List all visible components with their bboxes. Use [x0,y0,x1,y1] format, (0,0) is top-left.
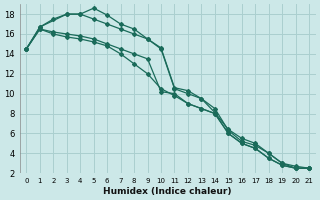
X-axis label: Humidex (Indice chaleur): Humidex (Indice chaleur) [103,187,232,196]
